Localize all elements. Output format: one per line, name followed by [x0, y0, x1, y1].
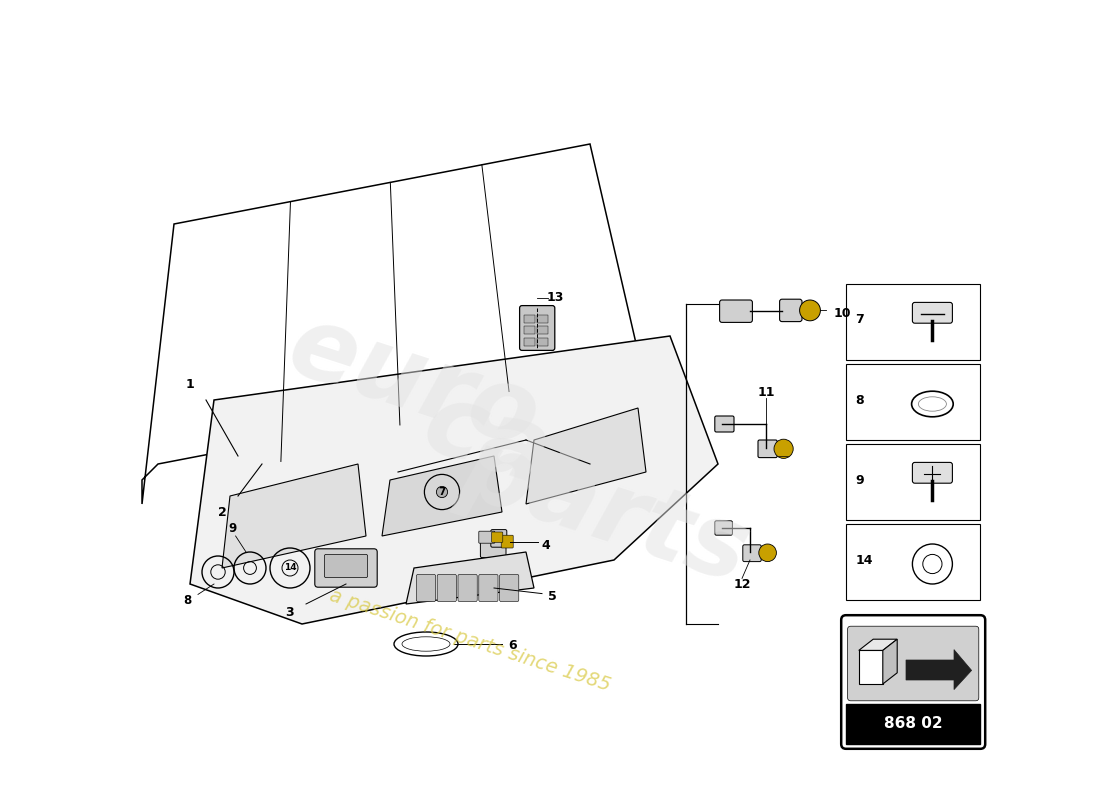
Text: 7: 7 [438, 487, 446, 497]
Text: parts: parts [450, 420, 761, 604]
Polygon shape [526, 408, 646, 504]
Text: a passion for parts since 1985: a passion for parts since 1985 [327, 586, 613, 694]
FancyBboxPatch shape [715, 416, 734, 432]
Text: 3: 3 [286, 606, 295, 618]
Bar [525, 326, 535, 334]
Text: 2: 2 [218, 506, 227, 518]
Bar [846, 364, 980, 440]
Bar [525, 338, 535, 346]
Polygon shape [883, 639, 898, 684]
Bar [846, 704, 980, 744]
FancyBboxPatch shape [458, 574, 477, 602]
FancyBboxPatch shape [492, 532, 503, 542]
FancyBboxPatch shape [499, 574, 519, 602]
Bar [537, 326, 548, 334]
Text: 10: 10 [834, 307, 851, 320]
Text: euro: euro [277, 298, 551, 470]
FancyBboxPatch shape [719, 300, 752, 322]
Text: 5: 5 [548, 590, 557, 602]
Text: 868 02: 868 02 [884, 717, 943, 731]
Bar [537, 315, 548, 323]
Circle shape [800, 300, 821, 321]
FancyBboxPatch shape [715, 521, 733, 535]
Text: 7: 7 [856, 314, 865, 326]
Polygon shape [406, 552, 534, 604]
FancyBboxPatch shape [842, 615, 986, 749]
Text: 13: 13 [546, 291, 563, 304]
FancyBboxPatch shape [478, 574, 498, 602]
Text: 12: 12 [734, 578, 750, 590]
Bar [846, 524, 980, 600]
Text: 4: 4 [541, 539, 550, 552]
Text: 8: 8 [184, 594, 191, 606]
Circle shape [437, 486, 448, 498]
Polygon shape [222, 464, 366, 568]
FancyBboxPatch shape [519, 306, 554, 350]
Polygon shape [906, 650, 971, 690]
Bar [846, 284, 980, 360]
Circle shape [774, 439, 793, 458]
Text: 6: 6 [508, 639, 517, 652]
Text: 11: 11 [757, 386, 774, 398]
Circle shape [759, 544, 777, 562]
Bar [525, 315, 535, 323]
Text: 8: 8 [856, 394, 865, 406]
FancyBboxPatch shape [481, 542, 506, 558]
Text: car: car [411, 374, 608, 522]
Polygon shape [190, 336, 718, 624]
Bar [846, 444, 980, 520]
FancyBboxPatch shape [848, 626, 979, 701]
Text: 14: 14 [284, 563, 296, 573]
FancyBboxPatch shape [502, 535, 514, 548]
Polygon shape [382, 456, 502, 536]
FancyBboxPatch shape [491, 530, 507, 547]
FancyBboxPatch shape [478, 531, 495, 543]
Text: 9: 9 [856, 474, 865, 486]
Polygon shape [859, 650, 883, 684]
FancyBboxPatch shape [912, 462, 953, 483]
Text: 1: 1 [186, 378, 195, 390]
Text: 9: 9 [229, 522, 236, 534]
FancyBboxPatch shape [315, 549, 377, 587]
Text: 14: 14 [856, 554, 873, 566]
FancyBboxPatch shape [742, 545, 761, 562]
FancyBboxPatch shape [780, 299, 802, 322]
FancyBboxPatch shape [324, 554, 367, 578]
Polygon shape [859, 639, 898, 650]
FancyBboxPatch shape [417, 574, 436, 602]
FancyBboxPatch shape [437, 574, 456, 602]
FancyBboxPatch shape [758, 440, 778, 458]
Bar [537, 338, 548, 346]
FancyBboxPatch shape [912, 302, 953, 323]
